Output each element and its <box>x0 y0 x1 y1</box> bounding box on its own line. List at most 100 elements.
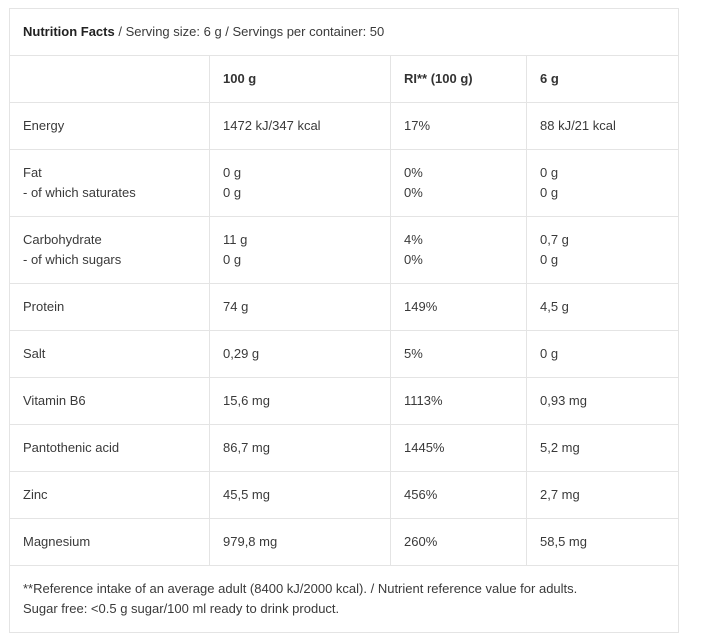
cell-line: 4,5 g <box>540 299 569 314</box>
cell-line: 260% <box>404 534 438 549</box>
table-title-cell: Nutrition Facts / Serving size: 6 g / Se… <box>8 8 680 56</box>
cell-line: Salt <box>23 346 46 361</box>
nutrient-name-cell: Fat - of which saturates <box>9 149 210 217</box>
ri-cell: 1445% <box>390 424 527 472</box>
per-serving-cell: 0,7 g 0 g <box>525 216 680 284</box>
cell-line: 1113% <box>404 393 443 408</box>
ri-cell: 1113% <box>390 377 527 425</box>
table-row: Magnesium 979,8 mg 260% 58,5 mg <box>9 518 680 566</box>
per-serving-cell: 2,7 mg <box>525 471 680 519</box>
table-row: Pantothenic acid 86,7 mg 1445% 5,2 mg <box>9 424 680 472</box>
ri-cell: 456% <box>390 471 527 519</box>
cell-line: Carbohydrate <box>23 232 102 247</box>
cell-line: Zinc <box>23 487 48 502</box>
ri-cell: 4% 0% <box>390 216 527 284</box>
cell-line: Magnesium <box>23 534 91 549</box>
per-100g-cell: 86,7 mg <box>209 424 391 472</box>
per-serving-cell: 5,2 mg <box>525 424 680 472</box>
column-header-row: 100 g RI** (100 g) 6 g <box>9 55 680 103</box>
nutrient-name-cell: Energy <box>9 102 210 150</box>
per-100g-cell: 15,6 mg <box>209 377 391 425</box>
cell-line: 2,7 mg <box>540 487 580 502</box>
column-header-nutrient <box>9 55 210 103</box>
column-header-per-serving: 6 g <box>525 55 680 103</box>
cell-line: 0% <box>404 252 423 267</box>
per-100g-cell: 0,29 g <box>209 330 391 378</box>
nutrition-facts-table: Nutrition Facts / Serving size: 6 g / Se… <box>8 8 680 633</box>
cell-line: 1472 kJ/347 kcal <box>223 118 321 133</box>
per-100g-cell: 74 g <box>209 283 391 331</box>
nutrient-name-cell: Vitamin B6 <box>9 377 210 425</box>
nutrient-name-cell: Zinc <box>9 471 210 519</box>
table-row: Vitamin B6 15,6 mg 1113% 0,93 mg <box>9 377 680 425</box>
cell-line: 45,5 mg <box>223 487 270 502</box>
cell-line: 0 g <box>540 165 559 180</box>
per-serving-cell: 4,5 g <box>525 283 680 331</box>
cell-line: 0% <box>404 165 423 180</box>
ri-cell: 0% 0% <box>390 149 527 217</box>
nutrition-table-body: Nutrition Facts / Serving size: 6 g / Se… <box>8 8 680 566</box>
cell-line: 5% <box>404 346 423 361</box>
cell-line: 0 g <box>540 346 559 361</box>
cell-line: 0 g <box>223 252 242 267</box>
table-title: Nutrition Facts <box>23 24 115 39</box>
cell-line: 88 kJ/21 kcal <box>540 118 616 133</box>
table-row: Salt 0,29 g 5% 0 g <box>9 330 680 378</box>
per-100g-cell: 1472 kJ/347 kcal <box>209 102 391 150</box>
serving-info: / Serving size: 6 g / Servings per conta… <box>114 24 385 39</box>
nutrient-name-cell: Magnesium <box>9 518 210 566</box>
cell-line: 4% <box>404 232 423 247</box>
cell-line: 149% <box>404 299 438 314</box>
ri-cell: 149% <box>390 283 527 331</box>
table-row: Zinc 45,5 mg 456% 2,7 mg <box>9 471 680 519</box>
nutrient-name-cell: Salt <box>9 330 210 378</box>
cell-line: 5,2 mg <box>540 440 580 455</box>
cell-line: 0,7 g <box>540 232 569 247</box>
nutrient-name-cell: Pantothenic acid <box>9 424 210 472</box>
cell-line: 0 g <box>223 185 242 200</box>
cell-line: Vitamin B6 <box>23 393 86 408</box>
per-100g-cell: 45,5 mg <box>209 471 391 519</box>
footer-cell: **Reference intake of an average adult (… <box>8 565 680 633</box>
cell-line: 17% <box>404 118 431 133</box>
per-serving-cell: 88 kJ/21 kcal <box>525 102 680 150</box>
cell-line: 0 g <box>540 252 559 267</box>
per-serving-cell: 0,93 mg <box>525 377 680 425</box>
column-header-per-100g: 100 g <box>209 55 391 103</box>
table-row: Protein 74 g 149% 4,5 g <box>9 283 680 331</box>
cell-line: 0% <box>404 185 423 200</box>
cell-line: 86,7 mg <box>223 440 270 455</box>
cell-line: 11 g <box>223 232 248 247</box>
cell-line: 0 g <box>223 165 242 180</box>
cell-line: 15,6 mg <box>223 393 270 408</box>
nutrient-name-cell: Carbohydrate - of which sugars <box>9 216 210 284</box>
table-row: Energy 1472 kJ/347 kcal 17% 88 kJ/21 kcal <box>9 102 680 150</box>
column-header-ri: RI** (100 g) <box>390 55 527 103</box>
cell-line: Energy <box>23 118 65 133</box>
cell-line: 0,93 mg <box>540 393 587 408</box>
cell-line: 74 g <box>223 299 249 314</box>
cell-line: 0 g <box>540 185 559 200</box>
ri-cell: 260% <box>390 518 527 566</box>
per-serving-cell: 0 g <box>525 330 680 378</box>
cell-line: - of which sugars <box>23 252 122 267</box>
cell-line: 58,5 mg <box>540 534 587 549</box>
footnote-sugar-free: Sugar free: <0.5 g sugar/100 ml ready to… <box>23 601 340 616</box>
cell-line: Protein <box>23 299 65 314</box>
ri-cell: 17% <box>390 102 527 150</box>
cell-line: 456% <box>404 487 438 502</box>
cell-line: 0,29 g <box>223 346 260 361</box>
nutrient-name-cell: Protein <box>9 283 210 331</box>
cell-line: 979,8 mg <box>223 534 278 549</box>
cell-line: 1445% <box>404 440 445 455</box>
per-serving-cell: 58,5 mg <box>525 518 680 566</box>
footer-row: **Reference intake of an average adult (… <box>8 565 680 633</box>
cell-line: Pantothenic acid <box>23 440 120 455</box>
cell-line: - of which saturates <box>23 185 136 200</box>
footnote-reference-intake: **Reference intake of an average adult (… <box>23 581 578 596</box>
per-100g-cell: 979,8 mg <box>209 518 391 566</box>
